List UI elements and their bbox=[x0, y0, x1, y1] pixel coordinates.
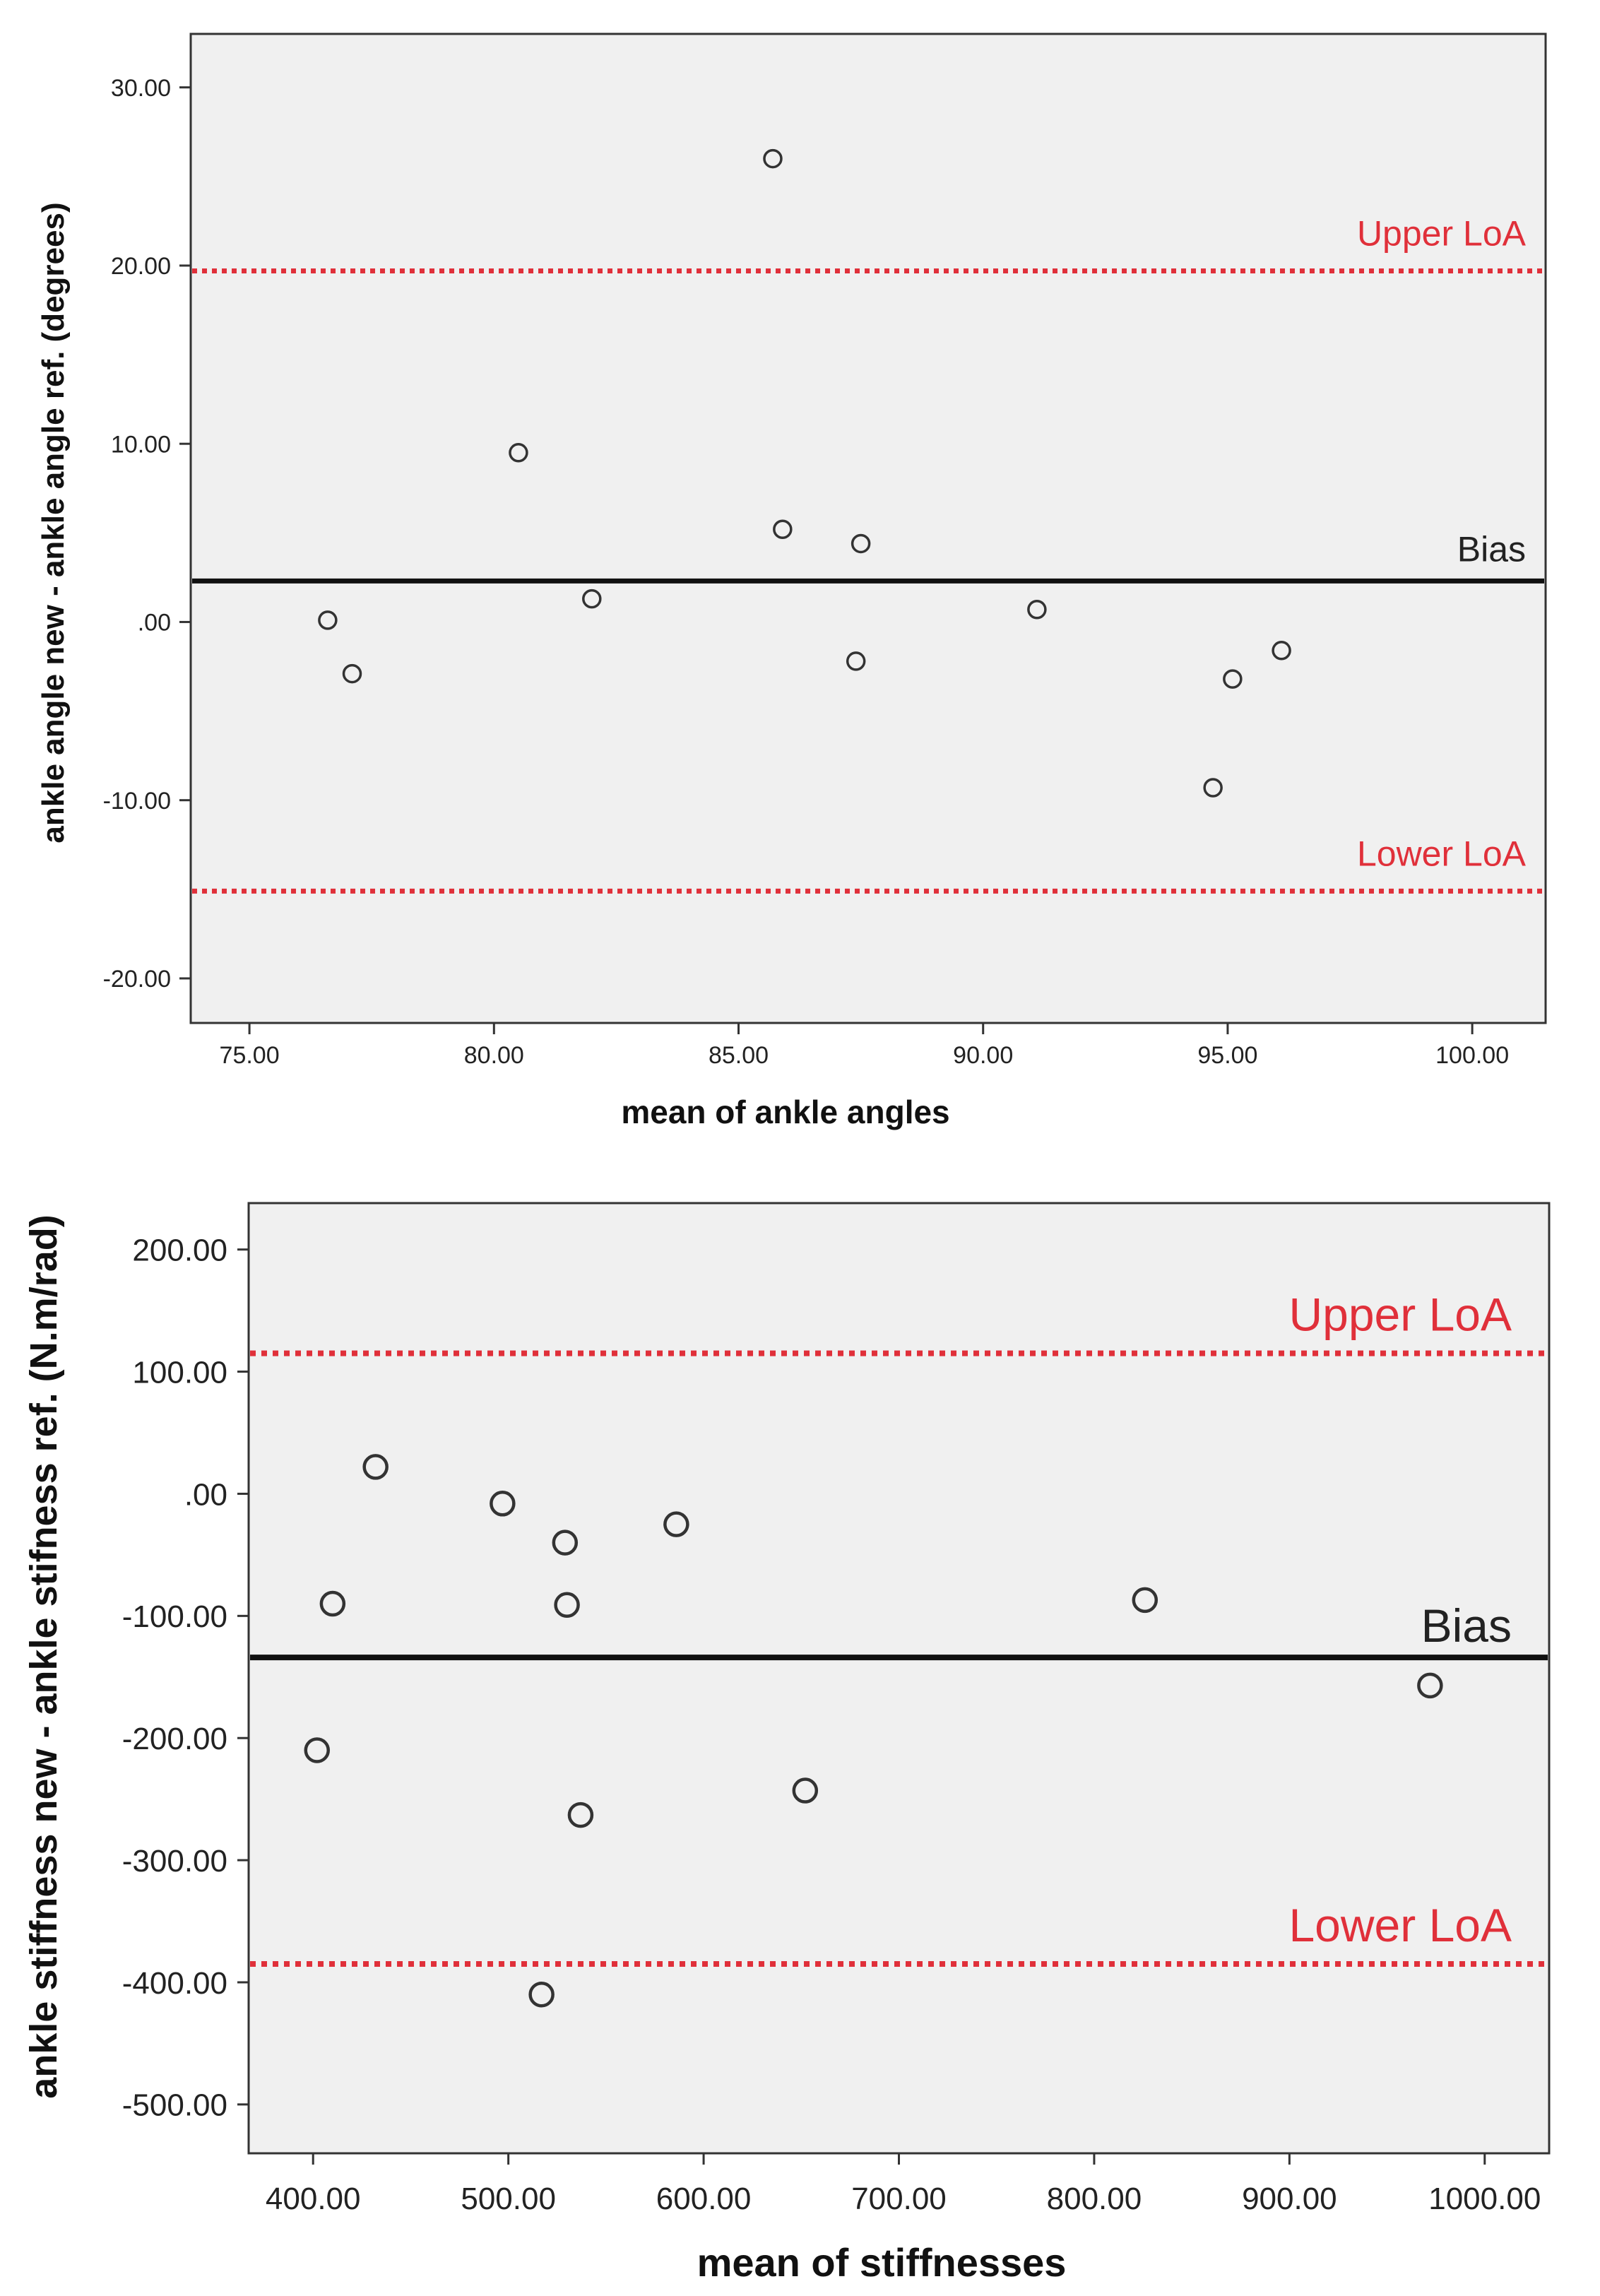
data-point bbox=[1132, 1587, 1158, 1614]
data-point bbox=[792, 1777, 819, 1804]
y-tick-label: 100.00 bbox=[132, 1355, 227, 1390]
data-point bbox=[1223, 669, 1243, 689]
y-tick-label: -500.00 bbox=[122, 2088, 227, 2123]
bias-label: Bias bbox=[1421, 1599, 1512, 1652]
data-point bbox=[319, 1590, 346, 1617]
y-tick-label: -20.00 bbox=[103, 966, 171, 993]
upper-loa-label: Upper LoA bbox=[1288, 1289, 1512, 1341]
x-tick-label: 80.00 bbox=[464, 1042, 524, 1069]
data-point bbox=[1417, 1672, 1443, 1699]
y-tick-label: 20.00 bbox=[111, 253, 171, 280]
data-point bbox=[763, 148, 783, 169]
lower-loa-label: Lower LoA bbox=[1357, 834, 1527, 873]
x-tick-label: 95.00 bbox=[1197, 1042, 1257, 1069]
x-tick-label: 90.00 bbox=[953, 1042, 1013, 1069]
data-point bbox=[773, 519, 793, 540]
x-axis-ticks: 400.00 500.00 600.00 700.00 800.00 900.0… bbox=[266, 2153, 1541, 2216]
x-tick-label: 100.00 bbox=[1435, 1042, 1509, 1069]
y-tick-label: 30.00 bbox=[111, 75, 171, 102]
reference-lines: Upper LoA Bias Lower LoA bbox=[192, 213, 1544, 894]
x-tick-label: 400.00 bbox=[266, 2182, 361, 2216]
data-point bbox=[490, 1491, 516, 1517]
data-point bbox=[318, 610, 338, 630]
data-point bbox=[663, 1511, 689, 1537]
x-tick-label: 85.00 bbox=[709, 1042, 769, 1069]
ankle-stiffness-chart: Upper LoA Bias Lower LoA 200.00 100.00 .… bbox=[23, 1202, 1551, 2285]
data-point bbox=[851, 533, 871, 554]
x-axis-label: mean of stiffnesses bbox=[697, 2240, 1067, 2285]
y-axis-label: ankle stiffness new - ankle stifness ref… bbox=[23, 1214, 65, 2098]
plot-area bbox=[247, 1202, 1551, 2155]
y-tick-label: .00 bbox=[138, 610, 171, 637]
data-point bbox=[846, 651, 866, 671]
x-axis-label: mean of ankle angles bbox=[621, 1094, 949, 1130]
y-axis-ticks: 200.00 100.00 .00 -100.00 -200.00 -300.0… bbox=[122, 1233, 249, 2123]
y-tick-label: .00 bbox=[184, 1477, 227, 1512]
x-axis-ticks: 75.00 80.00 85.00 90.00 95.00 100.00 bbox=[220, 1023, 1509, 1069]
y-axis-label: ankle angle new - ankle angle ref. (degr… bbox=[36, 202, 71, 843]
y-tick-label: -300.00 bbox=[122, 1844, 227, 1878]
x-tick-label: 900.00 bbox=[1242, 2182, 1337, 2216]
x-tick-label: 1000.00 bbox=[1428, 2182, 1541, 2216]
data-point bbox=[342, 663, 362, 684]
x-tick-label: 75.00 bbox=[220, 1042, 280, 1069]
scatter-points bbox=[304, 1454, 1443, 2008]
y-tick-label: -200.00 bbox=[122, 1722, 227, 1756]
x-tick-label: 500.00 bbox=[461, 2182, 556, 2216]
y-tick-label: -100.00 bbox=[122, 1599, 227, 1634]
y-tick-label: -400.00 bbox=[122, 1966, 227, 2001]
scatter-points bbox=[318, 148, 1291, 798]
data-point bbox=[509, 443, 528, 463]
data-point bbox=[582, 588, 602, 609]
ankle-angle-chart: Upper LoA Bias Lower LoA 30.00 20.00 10.… bbox=[36, 32, 1547, 1130]
data-point bbox=[567, 1801, 594, 1828]
y-tick-label: -10.00 bbox=[103, 788, 171, 815]
upper-loa-label: Upper LoA bbox=[1357, 213, 1527, 253]
x-tick-label: 600.00 bbox=[656, 2182, 752, 2216]
bias-label: Bias bbox=[1457, 529, 1526, 569]
data-point bbox=[362, 1454, 389, 1480]
reference-lines: Upper LoA Bias Lower LoA bbox=[250, 1289, 1548, 1967]
data-point bbox=[1203, 778, 1223, 798]
data-point bbox=[528, 1982, 555, 2008]
y-tick-label: 10.00 bbox=[111, 431, 171, 458]
data-point bbox=[1272, 641, 1291, 661]
y-axis-ticks: 30.00 20.00 10.00 .00 -10.00 -20.00 bbox=[103, 75, 191, 993]
data-point bbox=[304, 1737, 330, 1763]
data-point bbox=[554, 1592, 580, 1619]
x-tick-label: 800.00 bbox=[1047, 2182, 1142, 2216]
data-point bbox=[1027, 600, 1047, 620]
lower-loa-label: Lower LoA bbox=[1288, 1899, 1512, 1951]
x-tick-label: 700.00 bbox=[851, 2182, 947, 2216]
plot-area bbox=[189, 32, 1547, 1024]
data-point bbox=[552, 1529, 579, 1556]
y-tick-label: 200.00 bbox=[132, 1233, 227, 1268]
